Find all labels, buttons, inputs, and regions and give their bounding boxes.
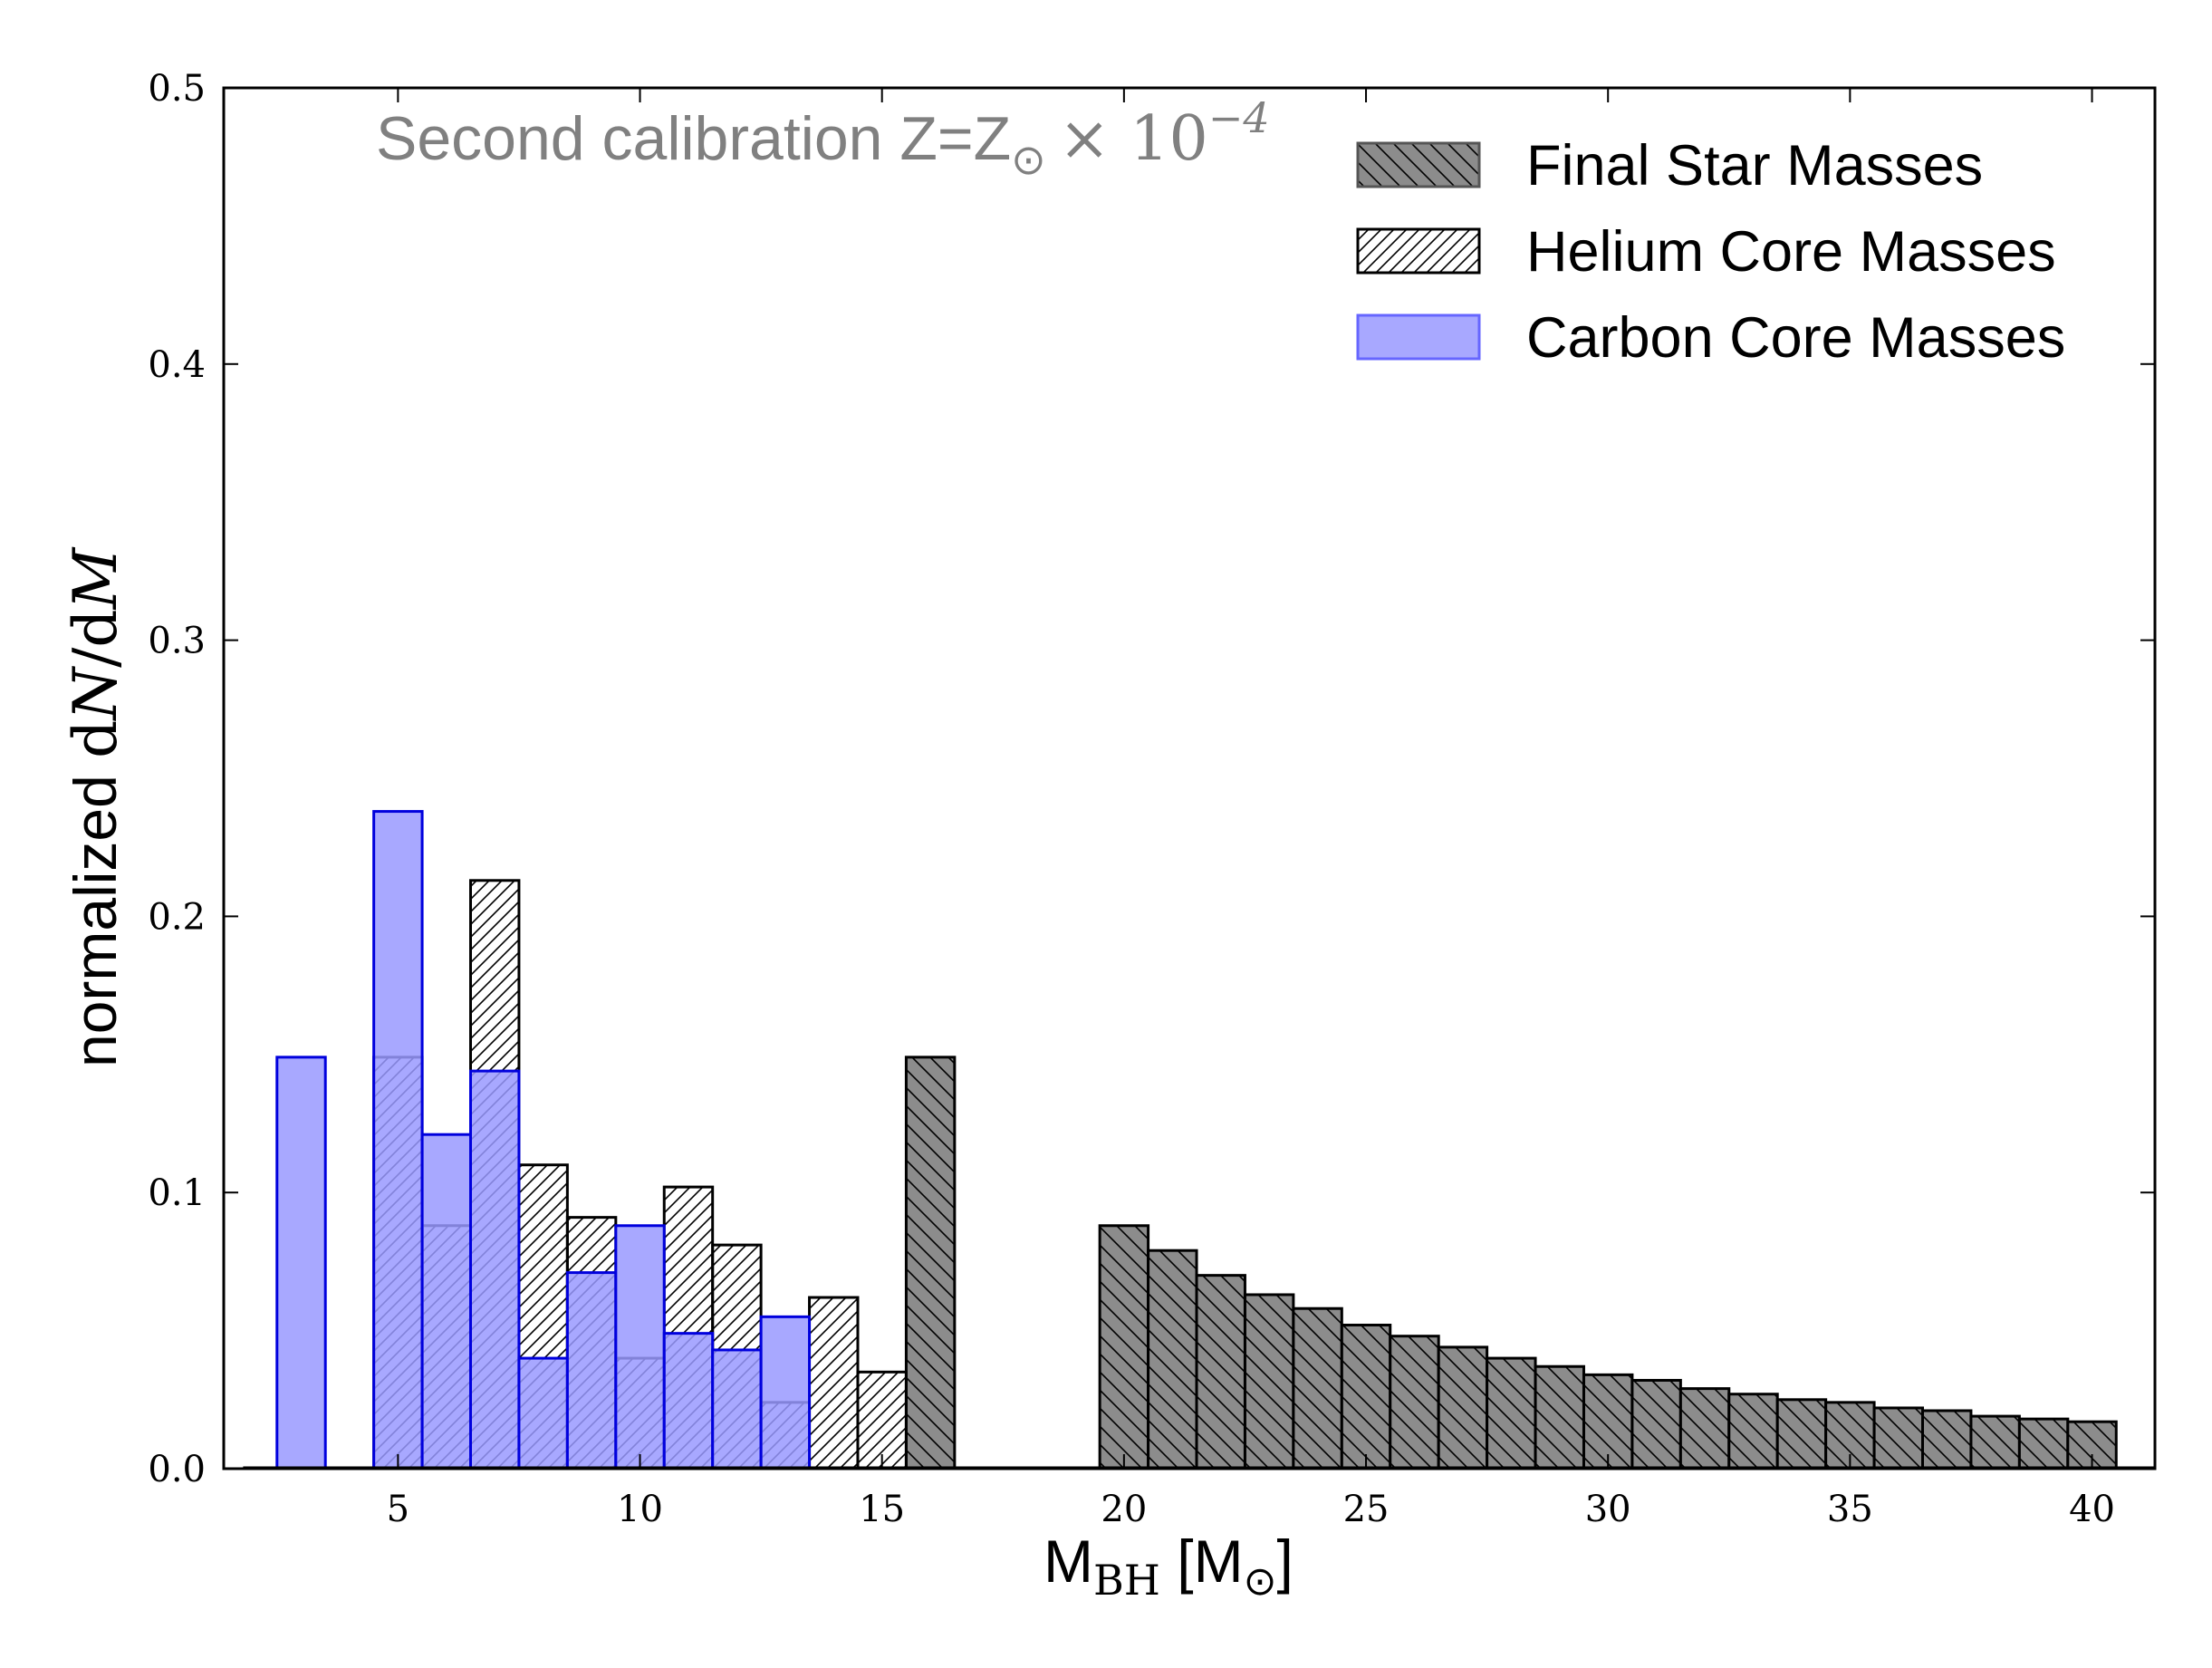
y-tick-label: 0.2 [148, 896, 206, 938]
y-axis-title-m: M [61, 546, 130, 610]
legend-entry-final: Final Star Masses [1356, 134, 1983, 198]
final-bar [1727, 1393, 1779, 1469]
x-axis-title-sub1: BH [1093, 1556, 1160, 1605]
annotation-exponent: −4 [1208, 93, 1270, 142]
final-bar [1389, 1335, 1440, 1469]
annotation-subscript: ⊙ [1011, 136, 1046, 183]
annotation-prefix: Second calibration Z=Z [376, 104, 1011, 173]
carbon-bar [614, 1224, 666, 1469]
final-bar [1195, 1274, 1246, 1469]
y-tick-label: 0.5 [148, 68, 206, 110]
y-axis-title: normalized dN/dM [61, 546, 130, 1067]
legend-entry-carbon: Carbon Core Masses [1356, 306, 2065, 370]
carbon-bar [711, 1348, 763, 1469]
series-final [904, 1056, 2118, 1469]
x-tick-label: 35 [1827, 1489, 1873, 1530]
legend-label: Final Star Masses [1526, 134, 1983, 198]
final-bar [1921, 1409, 1973, 1469]
final-bar [1969, 1414, 2021, 1469]
x-axis-title-main: M [1043, 1528, 1093, 1595]
legend-label: Helium Core Masses [1526, 220, 2056, 284]
x-axis-title-mid: [M [1160, 1528, 1244, 1595]
x-tick-label: 20 [1101, 1489, 1147, 1530]
final-bar [1534, 1364, 1585, 1469]
legend-entry-helium: Helium Core Masses [1356, 220, 2056, 284]
final-bar [2017, 1417, 2070, 1469]
final-bar [1630, 1378, 1682, 1469]
legend-label: Carbon Core Masses [1526, 306, 2065, 370]
final-bar [1678, 1387, 1731, 1469]
y-tick-label: 0.4 [148, 344, 206, 386]
y-tick-label: 0.1 [148, 1172, 206, 1214]
y-axis-title-slash: /d [61, 609, 130, 668]
calibration-annotation: Second calibration Z=Z⊙ × 10−4 [376, 93, 1270, 183]
carbon-bar [662, 1332, 715, 1469]
y-tick-label: 0.3 [148, 621, 206, 662]
final-bar [1582, 1373, 1634, 1469]
bars-group [243, 810, 2155, 1469]
legend-swatch [1356, 141, 1481, 188]
ticks-group: 5 10 15 20 25 30 35 40 0.0 0.1 0.2 0.3 0.4 0.5 [148, 68, 2155, 1530]
x-tick-label: 5 [387, 1489, 409, 1530]
final-bar [904, 1056, 957, 1469]
x-tick-label: 40 [2069, 1489, 2115, 1530]
carbon-bar [275, 1056, 327, 1469]
helium-bar [856, 1370, 908, 1469]
y-axis-title-n: N [61, 666, 130, 722]
carbon-bar [420, 1133, 473, 1469]
carbon-bar [469, 1069, 521, 1469]
carbon-bar [517, 1356, 569, 1469]
x-axis-title-end: ] [1276, 1528, 1293, 1595]
x-tick-label: 30 [1585, 1489, 1631, 1530]
legend-swatch [1356, 227, 1481, 275]
carbon-bar [372, 810, 424, 1469]
x-tick-label: 10 [617, 1489, 663, 1530]
final-bar [1292, 1306, 1343, 1469]
x-tick-label: 25 [1343, 1489, 1390, 1530]
plot-frame [222, 86, 2157, 1470]
legend-swatch [1356, 313, 1481, 361]
final-bar [1098, 1224, 1150, 1469]
carbon-bar [565, 1271, 618, 1469]
x-axis-title: MBH [M⊙] [1043, 1528, 1294, 1605]
final-bar [1872, 1406, 1925, 1469]
helium-bar [808, 1296, 860, 1469]
y-axis-title-prefix: normalized [62, 758, 129, 1067]
y-tick-label: 0.0 [148, 1449, 206, 1490]
carbon-bar [759, 1315, 812, 1469]
final-bar [1243, 1293, 1295, 1469]
legend: Final Star Masses Helium Core Masses Carbo… [1356, 134, 2065, 370]
annotation-times: × 10 [1059, 103, 1208, 175]
final-bar [1340, 1324, 1392, 1469]
final-bar [1486, 1356, 1537, 1469]
final-bar [1437, 1345, 1489, 1469]
y-axis-title-d: d [61, 720, 130, 758]
x-tick-label: 15 [859, 1489, 905, 1530]
x-axis-title-sub2: ⊙ [1244, 1559, 1277, 1604]
final-bar [1147, 1249, 1198, 1469]
series-carbon [275, 810, 812, 1469]
final-bar [1775, 1398, 1828, 1469]
